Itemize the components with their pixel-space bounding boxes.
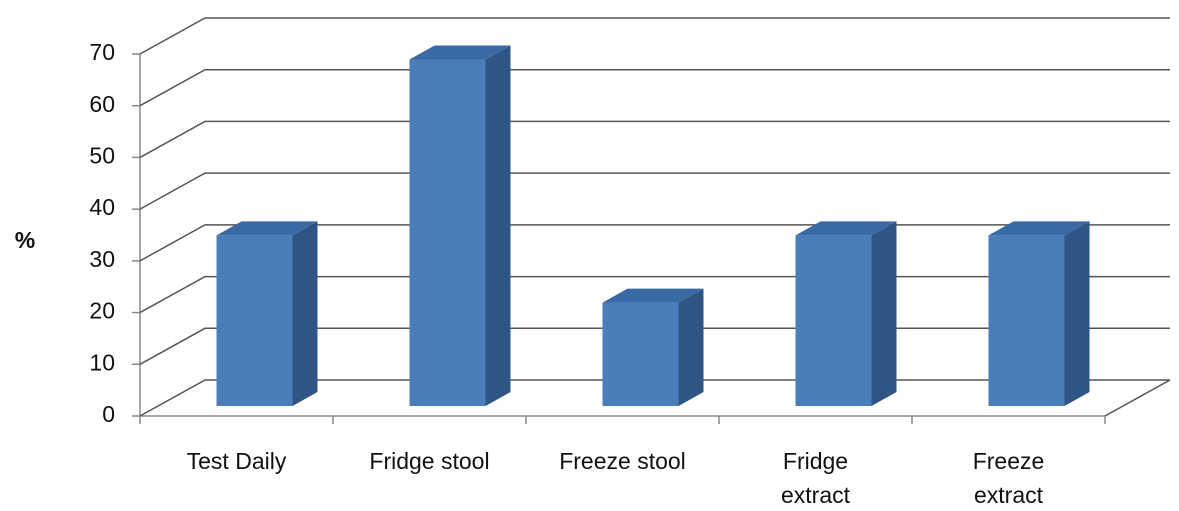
x-tick-label: Freeze extract	[972, 448, 1045, 508]
y-tick-label: 10	[89, 349, 115, 375]
y-tick-label: 0	[102, 401, 115, 427]
y-tick-label: 70	[89, 39, 115, 65]
grid-line	[139, 17, 1170, 55]
bar-top	[216, 221, 318, 236]
grid-line	[139, 120, 1170, 159]
bar-top	[795, 221, 897, 236]
bar-side	[678, 288, 704, 406]
y-axis-label: %	[15, 227, 35, 253]
y-tick-label: 20	[89, 298, 115, 324]
bar	[602, 302, 679, 406]
grid-line	[139, 172, 1170, 210]
bar-side	[485, 45, 511, 407]
x-tick-label: Test Daily	[186, 448, 287, 474]
bar-top	[409, 45, 511, 60]
bar	[795, 235, 872, 406]
bar-side	[871, 221, 897, 406]
bar-side	[1064, 221, 1090, 406]
bar-side	[292, 221, 318, 406]
bar	[409, 59, 486, 407]
y-tick-label: 50	[89, 143, 115, 169]
grid-line	[139, 68, 1170, 107]
y-tick-label: 30	[89, 246, 115, 272]
bar	[216, 235, 293, 406]
bar	[988, 235, 1065, 406]
y-tick-label: 60	[89, 91, 115, 117]
bar-top	[988, 221, 1090, 236]
x-tick-label: Fridge extract	[780, 448, 851, 508]
y-tick-label: 40	[89, 194, 115, 220]
x-tick-label: Fridge stool	[369, 448, 490, 474]
bar-top	[602, 288, 704, 303]
floor-edge	[1104, 379, 1171, 417]
x-tick-label: Freeze stool	[559, 448, 686, 474]
